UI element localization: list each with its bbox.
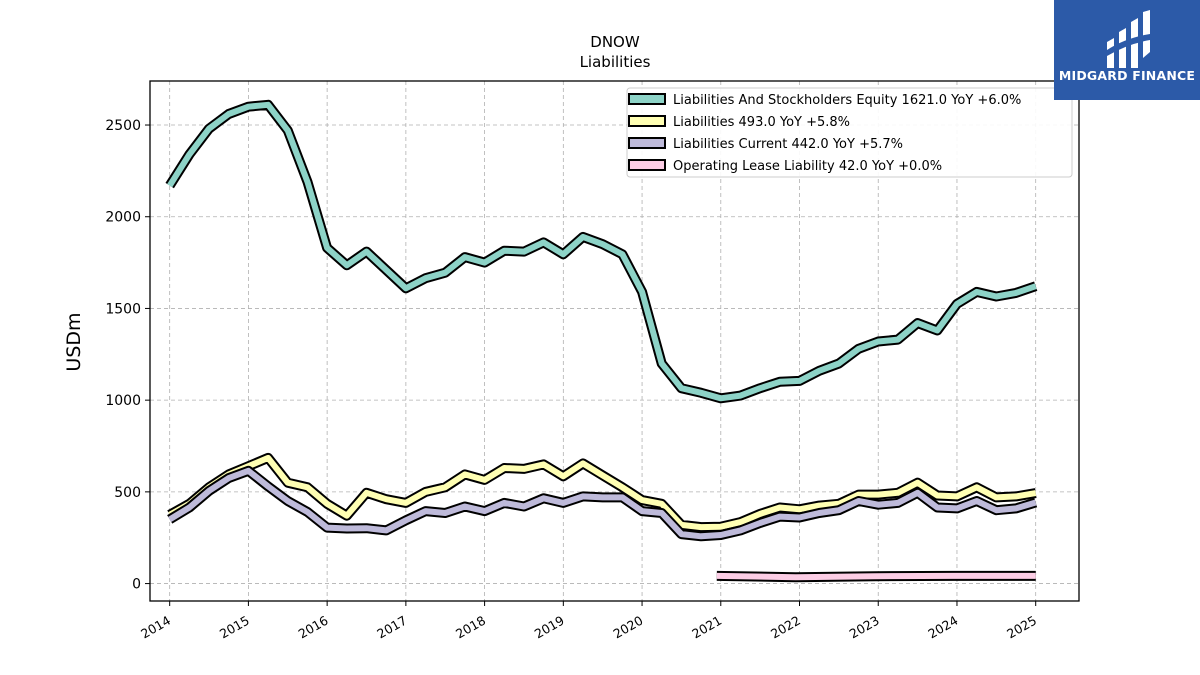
legend-swatch <box>628 159 666 171</box>
series-line <box>716 572 1036 581</box>
x-tick-label: 2021 <box>689 613 724 642</box>
series-3 <box>716 570 1036 583</box>
x-tick-label: 2022 <box>768 613 803 642</box>
x-tick-label: 2016 <box>296 613 331 642</box>
x-tick-label: 2025 <box>1004 613 1039 642</box>
x-tick-label: 2023 <box>847 613 882 642</box>
legend-swatch <box>628 115 666 127</box>
series-line <box>168 467 1037 540</box>
legend-swatch <box>628 137 666 149</box>
legend-box <box>626 87 1073 178</box>
chart-title: DNOW <box>590 33 640 51</box>
y-tick-label: 1000 <box>105 393 141 409</box>
y-tick-label: 2500 <box>105 118 141 134</box>
x-tick-label: 2024 <box>925 613 960 642</box>
y-tick-label: 0 <box>132 577 141 593</box>
legend-label: Liabilities Current 442.0 YoY +5.7% <box>673 137 903 152</box>
series-1 <box>167 452 1037 533</box>
plot-frame <box>149 80 1080 602</box>
midgard-logo-icon <box>1107 10 1150 68</box>
y-tick-label: 1500 <box>105 301 141 317</box>
x-tick-label: 2014 <box>138 613 173 642</box>
legend-label: Liabilities And Stockholders Equity 1621… <box>673 93 1021 108</box>
legend-swatch <box>628 93 666 105</box>
legend: Liabilities And Stockholders Equity 1621… <box>626 87 1073 178</box>
x-tick-label: 2019 <box>532 613 567 642</box>
y-tick-label: 500 <box>114 485 141 501</box>
series-2 <box>167 465 1038 542</box>
series-line <box>168 454 1037 531</box>
legend-label: Operating Lease Liability 42.0 YoY +0.0% <box>673 159 942 174</box>
x-tick-label: 2017 <box>374 613 409 642</box>
logo-text: MIDGARD FINANCE <box>1058 68 1196 83</box>
axis-ticks: 0 500 1000 1500 2000 2500 2014 2015 2016 2017 2018… <box>105 118 1039 641</box>
chart-subtitle: Liabilities <box>580 53 651 71</box>
midgard-logo: MIDGARD FINANCE <box>1054 0 1200 100</box>
x-tick-label: 2018 <box>453 613 488 642</box>
y-axis-label: USDm <box>63 312 85 371</box>
series-0 <box>165 99 1038 404</box>
legend-label: Liabilities 493.0 YoY +5.8% <box>673 115 850 130</box>
series-line <box>167 101 1037 402</box>
series-group <box>165 99 1038 583</box>
y-tick-label: 2000 <box>105 210 141 226</box>
x-tick-label: 2020 <box>611 613 646 642</box>
x-tick-label: 2015 <box>217 613 252 642</box>
